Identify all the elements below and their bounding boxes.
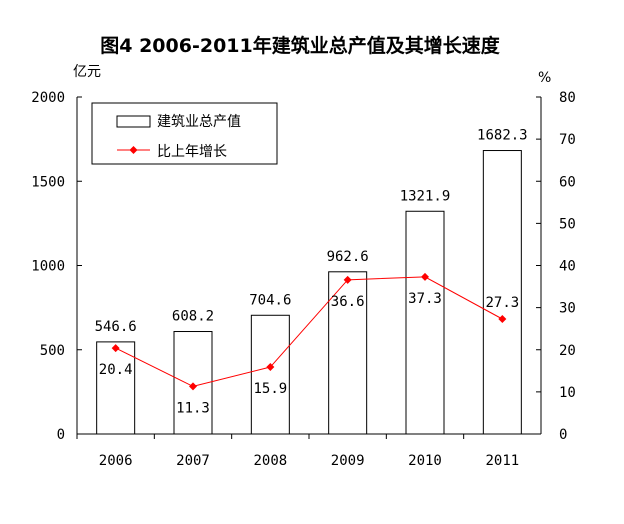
- left-tick-label: 1500: [31, 174, 65, 190]
- growth-line: [115, 276, 503, 387]
- bar-value-label: 1682.3: [477, 128, 528, 144]
- legend: 建筑业总产值 比上年增长: [91, 102, 278, 165]
- left-axis-unit: 亿元: [73, 64, 101, 80]
- x-tick-label: 2011: [485, 453, 519, 469]
- bar-value-label: 962.6: [327, 249, 369, 265]
- line-value-label: 11.3: [176, 400, 210, 416]
- left-tick-label: 0: [57, 427, 65, 443]
- bar: [96, 341, 136, 435]
- right-tick-label: 40: [559, 259, 576, 275]
- legend-bar-swatch: [116, 115, 151, 128]
- line-value-label: 20.4: [99, 362, 133, 378]
- right-tick-label: 60: [559, 174, 576, 190]
- bar-value-label: 1321.9: [400, 188, 451, 204]
- bar-value-label: 546.6: [95, 319, 137, 335]
- bar: [328, 271, 368, 435]
- chart-title: 图4 2006-2011年建筑业总产值及其增长速度: [100, 34, 500, 57]
- legend-label-bar: 建筑业总产值: [157, 114, 241, 130]
- right-tick-label: 20: [559, 343, 576, 359]
- x-tick-label: 2006: [99, 453, 133, 469]
- line-point-marker: [111, 344, 120, 353]
- right-tick-label: 80: [559, 90, 576, 106]
- right-tick-label: 70: [559, 132, 576, 148]
- left-tick-label: 1000: [31, 259, 65, 275]
- x-tick-label: 2008: [253, 453, 287, 469]
- right-tick-label: 30: [559, 301, 576, 317]
- line-point-marker: [266, 363, 275, 372]
- legend-box: [91, 102, 278, 165]
- right-tick-label: 0: [559, 427, 567, 443]
- right-tick-label: 50: [559, 216, 576, 232]
- left-tick-label: 2000: [31, 90, 65, 106]
- bar-value-label: 704.6: [249, 292, 291, 308]
- bar: [482, 150, 522, 435]
- line-point-marker: [189, 382, 197, 391]
- line-point-marker: [343, 275, 352, 284]
- line-value-label: 36.6: [331, 294, 365, 310]
- x-tick-label: 2009: [331, 453, 365, 469]
- line-value-label: 37.3: [408, 291, 442, 307]
- x-tick-label: 2007: [176, 453, 210, 469]
- bar: [405, 210, 445, 435]
- left-tick-label: 500: [40, 343, 65, 359]
- line-value-label: 27.3: [485, 295, 519, 311]
- line-point-marker: [421, 272, 429, 281]
- line-point-marker: [498, 314, 507, 323]
- line-value-label: 15.9: [253, 381, 287, 397]
- legend-diamond-marker: [129, 146, 138, 154]
- bar: [250, 314, 290, 435]
- x-tick-label: 2010: [408, 453, 442, 469]
- legend-label-line: 比上年增长: [157, 144, 227, 160]
- bar-value-label: 608.2: [172, 309, 214, 325]
- right-tick-label: 10: [559, 385, 576, 401]
- right-axis-unit: %: [538, 70, 551, 86]
